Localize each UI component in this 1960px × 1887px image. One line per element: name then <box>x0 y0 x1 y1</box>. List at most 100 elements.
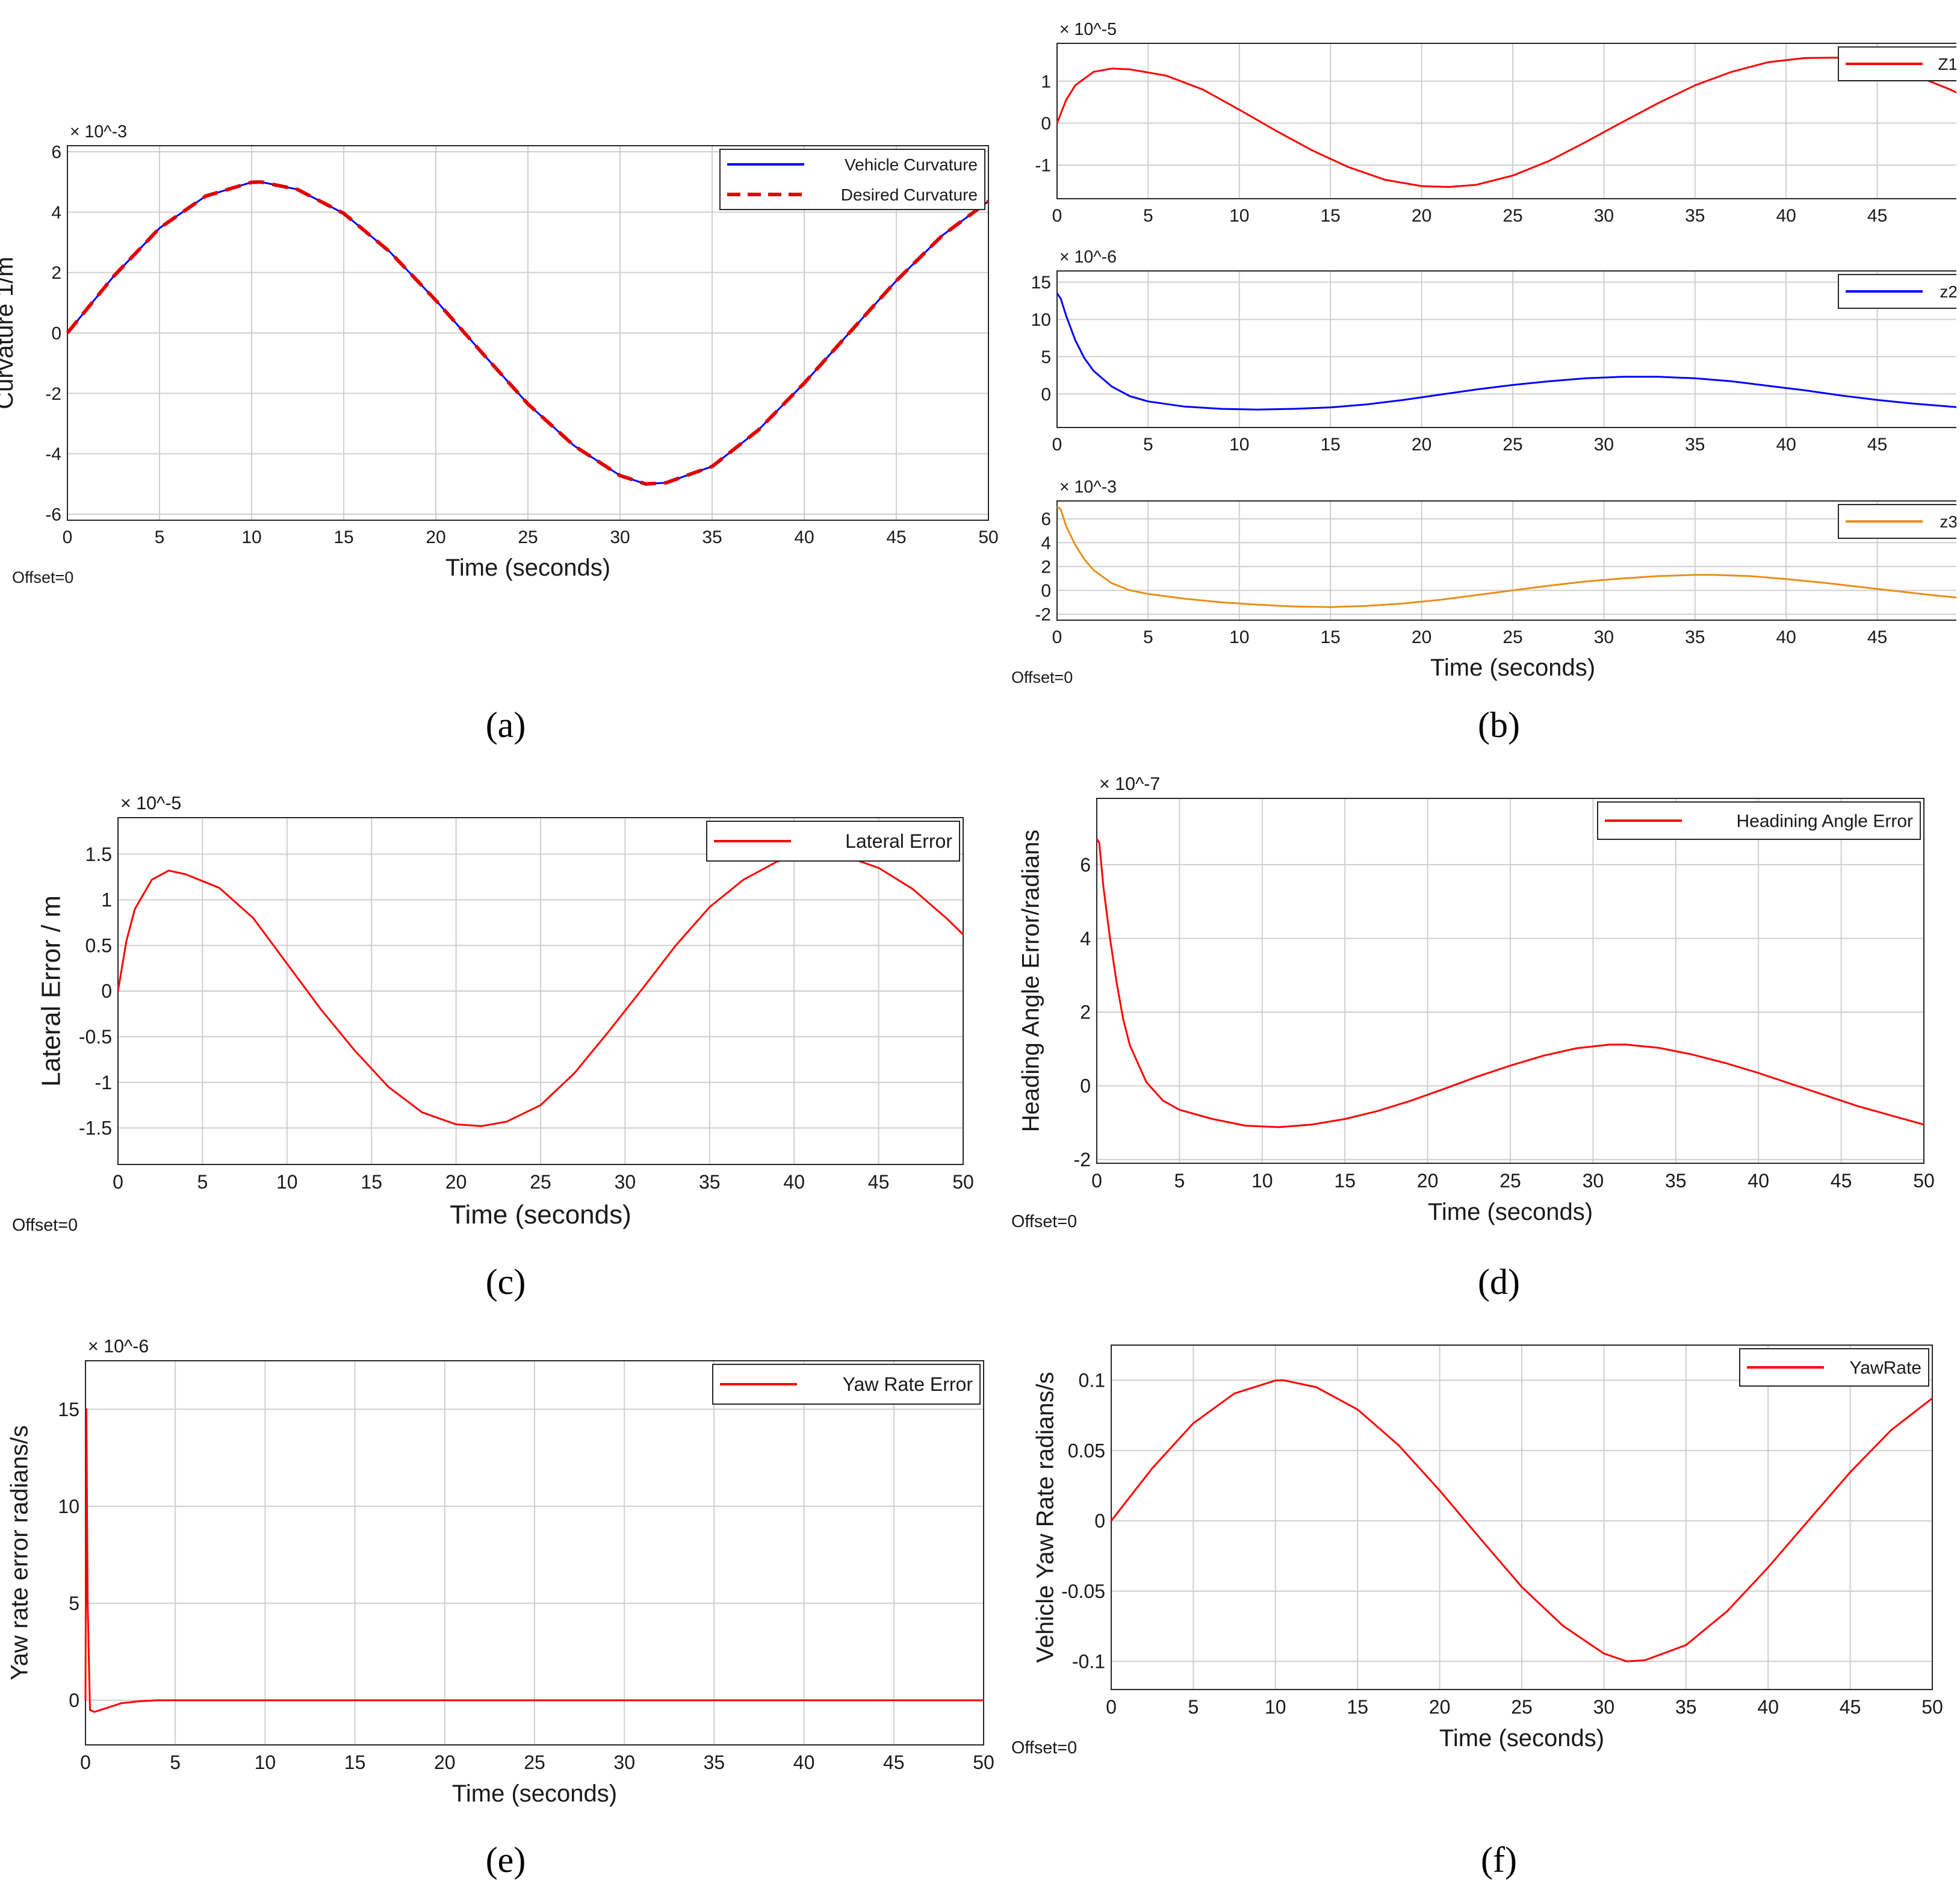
panel-f: 0 5 10 15 20 25 30 35 40 45 50 -0.1 -0.05 0 0.05 0.1 Yaw… <box>999 1319 1960 1824</box>
x-tick-label-0: 0 <box>1052 206 1062 226</box>
series-line-0 <box>1110 1379 1933 1662</box>
x-tick-label-8: 40 <box>1776 206 1796 226</box>
x-tick-label-1: 5 <box>1143 206 1153 226</box>
x-tick-label-7: 35 <box>702 527 722 547</box>
x-tick-label-1: 5 <box>155 527 165 547</box>
x-tick-label-6: 30 <box>615 1171 636 1193</box>
x-tick-label-2: 10 <box>276 1171 298 1193</box>
x-tick-label-5: 25 <box>1503 627 1522 647</box>
x-tick-label-3: 15 <box>333 527 353 547</box>
caption-a: (a) <box>485 705 526 745</box>
panel-c: 0 5 10 15 20 25 30 35 40 45 50 -1.5 -1 -0.5 0 0.5 1 1.5 × … <box>0 765 987 1240</box>
x-tick-label-3: 15 <box>1347 1696 1368 1718</box>
x-tick-label-0: 0 <box>63 527 73 547</box>
x-tick-label-10: 50 <box>973 1752 994 1773</box>
y-tick-label-2: 2 <box>1080 1001 1091 1023</box>
y-tick-label-5: 1 <box>101 889 112 911</box>
y-tick-label-2: -2 <box>45 384 61 404</box>
x-tick-label-9: 45 <box>1867 206 1887 226</box>
x-tick-label-4: 20 <box>1417 1170 1439 1192</box>
x-tick-label-8: 40 <box>1776 627 1796 647</box>
x-tick-label-8: 40 <box>783 1171 805 1193</box>
plot-frame <box>1111 1345 1933 1690</box>
y-tick-label-3: 0.05 <box>1068 1440 1105 1461</box>
x-tick-label-3: 15 <box>1321 435 1341 455</box>
y-tick-label-1: 0 <box>1080 1075 1091 1097</box>
x-tick-label-7: 35 <box>1665 1170 1687 1192</box>
x-tick-label-1: 5 <box>170 1752 181 1773</box>
legend-box <box>719 149 985 210</box>
series-line-0 <box>1056 57 1960 188</box>
y-tick-label-2: 2 <box>1041 557 1051 577</box>
x-tick-label-9: 45 <box>886 527 906 547</box>
y-tick-label-1: 5 <box>1041 347 1051 367</box>
series-line-0 <box>84 1408 984 1713</box>
x-axis-label: Time (seconds) <box>450 1200 631 1230</box>
legend-label-1: Desired Curvature <box>841 185 978 204</box>
legend-label-0: z2 <box>1940 282 1956 301</box>
x-tick-label-9: 45 <box>883 1752 905 1773</box>
x-tick-label-5: 25 <box>1503 435 1522 455</box>
x-tick-label-2: 10 <box>1265 1696 1286 1718</box>
y-tick-label-1: 5 <box>69 1593 79 1614</box>
x-tick-label-0: 0 <box>1052 435 1062 455</box>
x-tick-label-8: 40 <box>793 1752 815 1773</box>
x-tick-label-6: 30 <box>1594 627 1614 647</box>
caption-f: (f) <box>1481 1840 1517 1880</box>
y-tick-label-4: 6 <box>1041 509 1051 529</box>
x-tick-label-1: 5 <box>1174 1170 1185 1192</box>
y-tick-label-2: 10 <box>1031 310 1051 330</box>
y-tick-label-5: 4 <box>51 203 61 223</box>
x-tick-label-3: 15 <box>1334 1170 1356 1192</box>
y-tick-label-0: -2 <box>1035 605 1051 625</box>
x-tick-label-2: 10 <box>255 1752 276 1773</box>
x-tick-label-8: 40 <box>794 527 814 547</box>
y-tick-label-0: -2 <box>1074 1149 1091 1170</box>
axis-exponent-label: × 10^-7 <box>1099 774 1160 794</box>
x-tick-label-6: 30 <box>1594 435 1614 455</box>
x-tick-label-9: 45 <box>1867 627 1887 647</box>
axis-exponent-label: × 10^-3 <box>70 122 127 141</box>
x-tick-label-1: 5 <box>1143 627 1153 647</box>
x-tick-label-6: 30 <box>1594 206 1614 226</box>
x-tick-label-8: 40 <box>1757 1696 1779 1718</box>
legend-label-0: YawRate <box>1849 1358 1921 1378</box>
y-tick-label-0: 0 <box>1041 385 1051 405</box>
y-tick-label-6: 6 <box>51 143 61 163</box>
legend-box <box>712 1364 981 1405</box>
panel-d: 0 5 10 15 20 25 30 35 40 45 50 -2 0 2 4 6 × 10^-7 Headini… <box>999 759 1960 1246</box>
y-tick-label-0: -6 <box>45 505 61 524</box>
x-tick-label-8: 40 <box>1776 435 1796 455</box>
legend-box <box>1838 274 1960 309</box>
y-tick-label-3: 0 <box>101 980 112 1002</box>
chart-f: 0 5 10 15 20 25 30 35 40 45 50 -0.1 -0.05 0 0.05 0.1 Yaw… <box>1011 1345 1943 1758</box>
chart-a: 0 5 10 15 20 25 30 35 40 45 50 -6 -4 -2 0 2 4 6 × 10^-3 Veh… <box>0 122 999 586</box>
x-tick-label-0: 0 <box>1106 1696 1117 1718</box>
x-tick-label-5: 25 <box>518 527 538 547</box>
legend-box <box>706 821 960 862</box>
series-line-0 <box>1096 838 1924 1128</box>
series-line-1 <box>66 180 990 486</box>
chart-c: 0 5 10 15 20 25 30 35 40 45 50 -1.5 -1 -0.5 0 0.5 1 1.5 × … <box>12 793 974 1235</box>
panel-e: 0 5 10 15 20 25 30 35 40 45 50 0 5 10 15 × 10^-6 Yaw Rat… <box>0 1313 1011 1830</box>
y-tick-label-1: 0 <box>1041 581 1051 601</box>
x-tick-label-7: 35 <box>704 1752 725 1773</box>
x-tick-label-4: 20 <box>1412 435 1431 455</box>
y-axis-label: Vehicle Yaw Rate radians/s <box>1032 1372 1059 1662</box>
y-tick-label-4: 2 <box>51 263 61 283</box>
legend-label-0: Vehicle Curvature <box>845 155 978 174</box>
y-axis-label: Curvature 1/m <box>0 256 18 409</box>
x-tick-label-7: 35 <box>699 1171 721 1193</box>
x-tick-label-4: 20 <box>426 527 445 547</box>
x-tick-label-0: 0 <box>1052 627 1062 647</box>
caption-c: (c) <box>485 1262 526 1302</box>
y-tick-label-2: -0.5 <box>79 1026 112 1048</box>
x-tick-label-2: 10 <box>1229 627 1249 647</box>
x-tick-label-2: 10 <box>241 527 261 547</box>
x-tick-label-5: 25 <box>1499 1170 1521 1192</box>
